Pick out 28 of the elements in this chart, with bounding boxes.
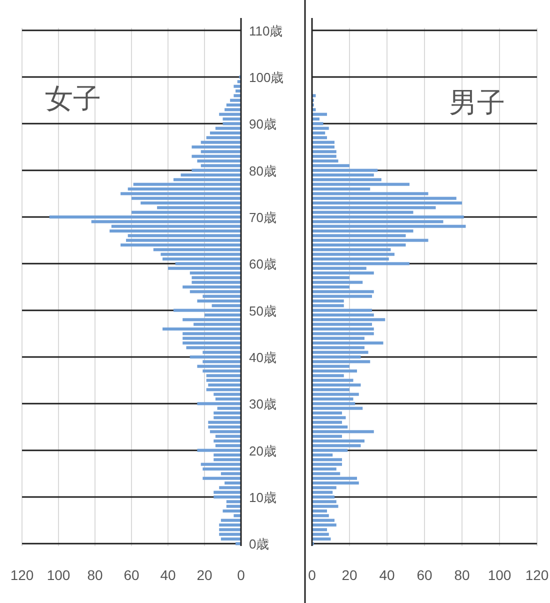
y-tick-label: 50歳 (249, 303, 276, 318)
x-tick-label: 0 (237, 567, 246, 583)
y-tick-label: 60歳 (249, 256, 276, 272)
y-tick-label: 0歳 (249, 536, 270, 552)
y-tick-label: 90歳 (249, 116, 276, 132)
x-tick-label: 40 (160, 567, 176, 583)
y-tick-label: 10歳 (249, 490, 276, 505)
x-tick-label: 60 (416, 567, 432, 583)
x-tick-label: 40 (379, 567, 395, 583)
x-tick-label: 0 (308, 567, 316, 583)
y-tick-label: 70歳 (249, 210, 276, 225)
x-tick-label: 100 (488, 567, 512, 583)
x-tick-label: 80 (87, 567, 103, 583)
y-tick-label: 30歳 (249, 396, 276, 412)
x-tick-label: 80 (454, 567, 470, 583)
y-tick-label: 100歳 (249, 70, 284, 85)
y-tick-label: 80歳 (249, 163, 276, 178)
x-tick-label: 120 (10, 567, 34, 583)
x-tick-label: 20 (196, 567, 212, 583)
x-tick-label: 60 (124, 567, 140, 583)
y-tick-label: 110歳 (249, 23, 283, 38)
x-tick-label: 100 (46, 567, 70, 583)
y-tick-label: 40歳 (249, 350, 276, 365)
x-tick-label: 120 (525, 567, 549, 583)
x-tick-label: 20 (342, 567, 358, 583)
text: 女子 (45, 83, 101, 114)
text: 男子 (449, 87, 505, 118)
y-tick-label: 20歳 (249, 443, 276, 458)
